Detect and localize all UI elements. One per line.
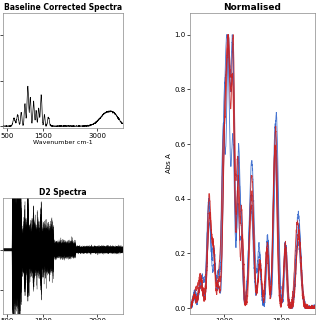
Title: Normalised: Normalised xyxy=(224,3,282,12)
Y-axis label: Abs A: Abs A xyxy=(166,153,172,173)
X-axis label: Wavenumber cm-1: Wavenumber cm-1 xyxy=(33,140,93,145)
Title: Baseline Corrected Spectra: Baseline Corrected Spectra xyxy=(4,3,122,12)
Title: D2 Spectra: D2 Spectra xyxy=(39,188,87,197)
